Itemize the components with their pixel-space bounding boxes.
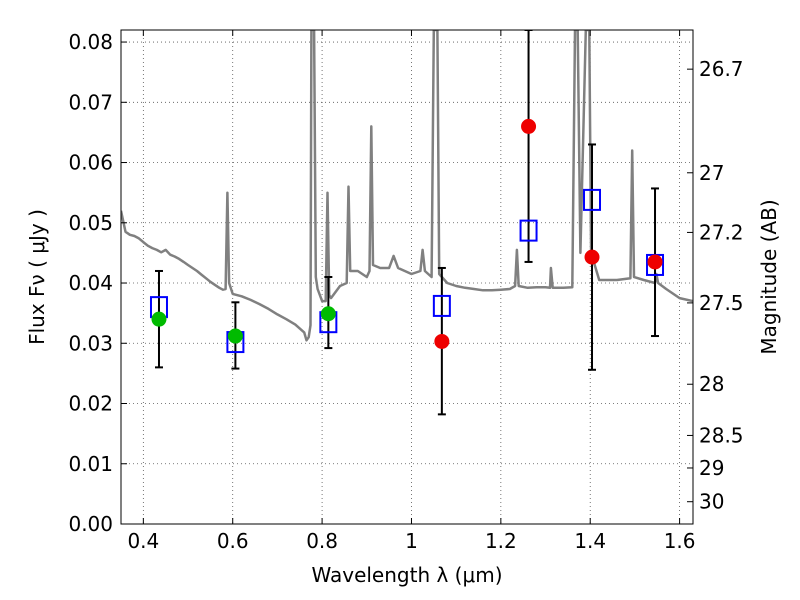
y-tick-label: 0.05	[68, 211, 113, 235]
x-axis-label: Wavelength λ (μm)	[311, 563, 502, 587]
magnitude-tick-label: 28	[699, 372, 724, 396]
y-tick-label: 0.02	[68, 392, 113, 416]
magnitude-tick-label: 27.2	[699, 220, 744, 244]
plot-area	[121, 30, 693, 416]
y-tick-label: 0.03	[68, 331, 113, 355]
y-tick-label: 0.01	[68, 452, 113, 476]
observed-flux-point	[151, 311, 167, 327]
observed-flux-point	[584, 249, 600, 265]
y-axis-label: Flux Fν ( μJy )	[25, 209, 49, 345]
magnitude-tick-label: 30	[699, 490, 724, 514]
model-photometry-square	[519, 219, 538, 242]
x-tick-label: 1.2	[485, 529, 517, 553]
observed-flux-point	[434, 333, 450, 349]
x-tick-label: 1	[405, 529, 418, 553]
observed-flux-point	[521, 118, 537, 134]
x-tick-label: 1.4	[574, 529, 606, 553]
y-tick-label: 0.06	[68, 151, 113, 175]
model-photometry-square	[432, 294, 451, 317]
observed-flux-point	[320, 306, 336, 322]
magnitude-tick-label: 28.5	[699, 423, 744, 447]
magnitude-tick-label: 26.7	[699, 57, 744, 81]
x-tick-label: 1.6	[664, 529, 696, 553]
y-tick-label: 0.00	[68, 512, 113, 536]
x-tick-label: 0.6	[217, 529, 249, 553]
magnitude-tick-label: 27.5	[699, 291, 744, 315]
observed-flux-point	[647, 254, 663, 270]
magnitude-tick-label: 27	[699, 161, 724, 185]
plot-frame	[120, 29, 694, 525]
axes: 0.4 0.6 0.8 1 1.2 1.4 1.6 0.00 0.01 0.02 0.03 0.04 0…	[68, 30, 744, 553]
x-tick-label: 0.4	[127, 529, 159, 553]
magnitude-tick-label: 29	[699, 456, 724, 480]
y-tick-label: 0.08	[68, 30, 113, 54]
x-tick-label: 0.8	[306, 529, 338, 553]
model-spectrum-line	[121, 30, 693, 342]
observed-flux-point	[227, 328, 243, 344]
model-photometry-square	[583, 188, 602, 211]
right-y-axis-label: Magnitude (AB)	[757, 199, 781, 354]
y-tick-label: 0.07	[68, 90, 113, 114]
y-tick-label: 0.04	[68, 271, 113, 295]
